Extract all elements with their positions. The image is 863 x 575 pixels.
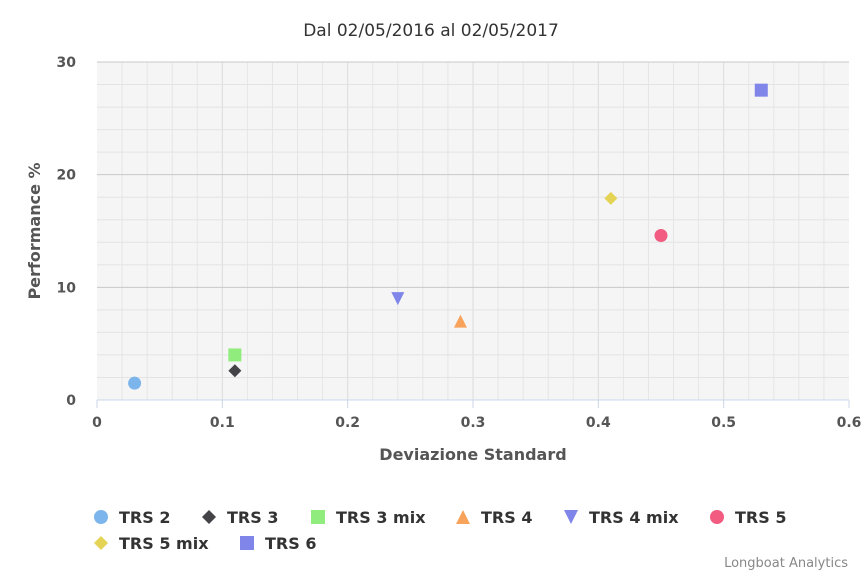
grid	[97, 61, 849, 400]
y-tick-label: 30	[57, 55, 77, 71]
legend-marker-icon	[710, 510, 724, 524]
y-tick-label: 0	[66, 393, 76, 409]
legend-label: TRS 5 mix	[119, 534, 209, 553]
legend-item[interactable]: TRS 4	[456, 508, 532, 527]
legend-label: TRS 3	[227, 508, 278, 527]
chart-title: Dal 02/05/2016 al 02/05/2017	[303, 21, 559, 41]
data-point	[754, 83, 768, 97]
data-point	[128, 376, 142, 390]
x-tick-label: 0.1	[210, 415, 235, 431]
x-tick-label: 0.2	[335, 415, 360, 431]
y-axis-title: Performance %	[25, 162, 44, 299]
legend-label: TRS 5	[735, 508, 786, 527]
legend-label: TRS 6	[265, 534, 316, 553]
x-tick-label: 0.6	[837, 415, 862, 431]
legend-marker-icon	[456, 510, 470, 524]
data-points	[128, 83, 768, 390]
legend-item[interactable]: TRS 4 mix	[564, 508, 679, 527]
axes: 0 0.1 0.2 0.3 0.4 0.5 0.6 0 10 20 30	[57, 55, 862, 431]
legend: TRS 2 TRS 3 TRS 3 mix TRS 4 TRS 4 mix TRS 5 TR…	[94, 508, 786, 553]
data-point	[654, 229, 668, 243]
legend-label: TRS 2	[119, 508, 170, 527]
legend-marker-icon	[94, 510, 108, 524]
legend-marker-icon	[311, 510, 325, 524]
x-axis-title: Deviazione Standard	[379, 445, 566, 464]
legend-item[interactable]: TRS 5	[710, 508, 786, 527]
data-point	[228, 348, 242, 362]
x-tick-label: 0.3	[461, 415, 486, 431]
data-point	[391, 292, 405, 306]
legend-marker-icon	[564, 510, 578, 524]
legend-item[interactable]: TRS 5 mix	[94, 534, 209, 553]
legend-item[interactable]: TRS 3 mix	[311, 508, 426, 527]
x-tick-label: 0.5	[711, 415, 736, 431]
legend-item[interactable]: TRS 6	[240, 534, 316, 553]
legend-marker-icon	[202, 510, 216, 524]
y-tick-label: 20	[57, 168, 77, 184]
x-tick-label: 0	[92, 415, 102, 431]
credits: Longboat Analytics	[724, 556, 848, 571]
data-point	[604, 191, 618, 205]
legend-label: TRS 3 mix	[336, 508, 426, 527]
legend-marker-icon	[240, 536, 254, 550]
y-tick-label: 10	[57, 280, 77, 296]
data-point	[228, 364, 242, 378]
legend-item[interactable]: TRS 2	[94, 508, 170, 527]
legend-label: TRS 4	[481, 508, 532, 527]
legend-item[interactable]: TRS 3	[202, 508, 278, 527]
data-point	[453, 314, 467, 328]
legend-label: TRS 4 mix	[589, 508, 679, 527]
legend-marker-icon	[94, 536, 108, 550]
x-tick-label: 0.4	[586, 415, 611, 431]
